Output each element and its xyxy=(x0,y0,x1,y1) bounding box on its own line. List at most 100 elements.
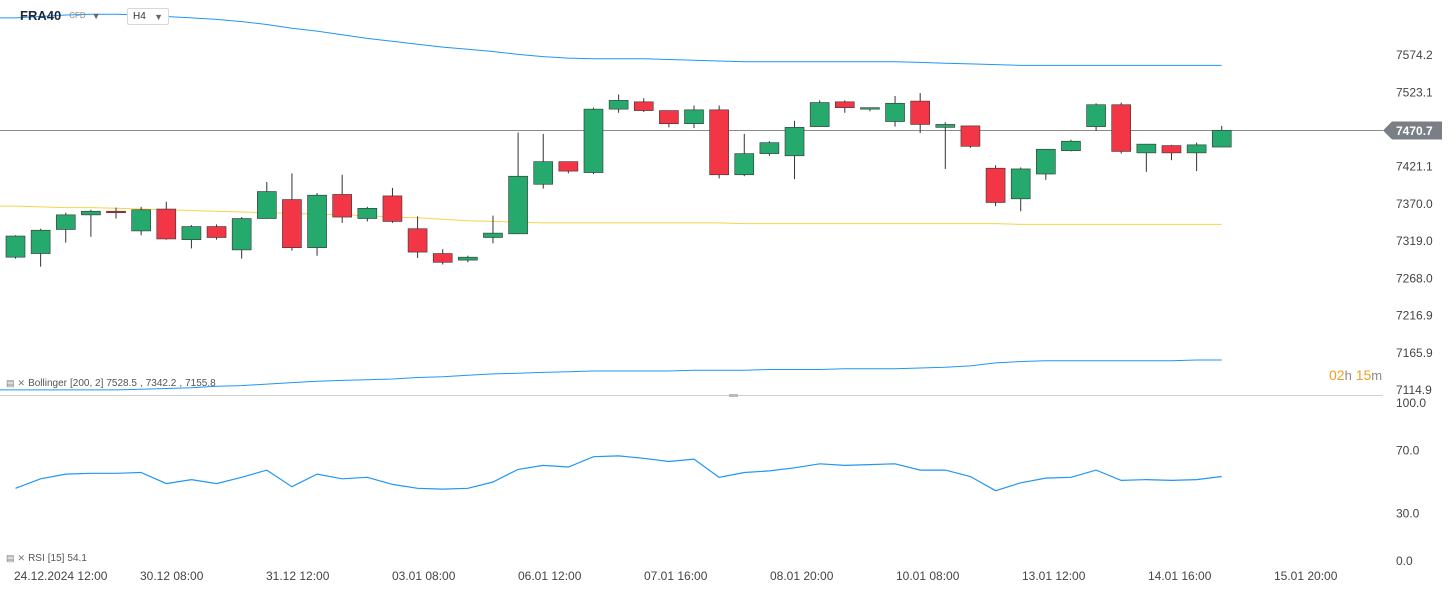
time-axis-label: 15.01 20:00 xyxy=(1274,569,1338,583)
price-axis-label: 7165.9 xyxy=(1396,346,1433,360)
timeframe-select[interactable]: H4 ▼ xyxy=(127,8,169,25)
candle-body-up xyxy=(1086,104,1106,127)
candle xyxy=(809,100,830,127)
candle xyxy=(508,132,528,235)
candle-body-up xyxy=(1211,129,1232,148)
price-axis-label: 7216.9 xyxy=(1396,309,1433,323)
rsi-params: [15] xyxy=(47,553,65,564)
menu-icon[interactable]: ▤ xyxy=(6,553,15,563)
candle xyxy=(106,207,126,219)
candle xyxy=(55,212,76,243)
candle-body-up xyxy=(784,127,805,157)
candle xyxy=(206,224,227,240)
candle xyxy=(910,93,930,134)
candle xyxy=(659,110,679,128)
candle-body-up xyxy=(55,214,76,230)
instrument-header[interactable]: FRA40 CFD ▼ xyxy=(20,8,101,23)
chevron-down-icon: ▼ xyxy=(154,11,163,22)
candle-body-up xyxy=(357,208,378,219)
countdown-hours-unit: h xyxy=(1344,368,1352,383)
countdown-hours: 02 xyxy=(1329,367,1345,383)
instrument-type-badge: CFD xyxy=(69,11,86,20)
close-icon[interactable]: ✕ xyxy=(17,553,26,563)
candle xyxy=(935,122,956,169)
candle-body-up xyxy=(1061,140,1081,151)
candle xyxy=(307,192,327,256)
candle-body-up xyxy=(307,194,327,248)
candle xyxy=(30,228,51,267)
candle-body-up xyxy=(583,108,604,173)
candle xyxy=(583,107,604,175)
candle-body-up xyxy=(533,161,554,185)
instrument-symbol[interactable]: FRA40 xyxy=(20,8,62,23)
candle xyxy=(332,174,352,223)
candle xyxy=(1036,148,1056,180)
time-axis-label: 24.12.2024 12:00 xyxy=(14,569,108,583)
menu-icon[interactable]: ▤ xyxy=(6,378,15,388)
current-price-tag: 7470.7 xyxy=(1383,121,1442,140)
candle xyxy=(1211,125,1232,148)
candle-body-up xyxy=(1036,148,1056,175)
candle-body-down xyxy=(709,109,729,176)
close-icon[interactable]: ✕ xyxy=(17,378,26,388)
bollinger-lower-value: 7155.8 xyxy=(185,378,216,389)
pane-resize-handle xyxy=(729,394,738,397)
candle xyxy=(1161,144,1182,161)
candle-body-up xyxy=(1010,168,1031,200)
bollinger-middle-line xyxy=(0,205,1222,225)
candle xyxy=(1136,143,1157,172)
price-axis-label: 7370.0 xyxy=(1396,197,1433,211)
candle xyxy=(382,187,403,223)
price-axis-label: 7114.9 xyxy=(1396,383,1432,397)
candle-body-down xyxy=(659,110,679,125)
candle-body-up xyxy=(81,210,101,216)
candle-body-down xyxy=(156,208,177,240)
bollinger-middle-value: 7342.2 xyxy=(145,378,177,389)
candle xyxy=(407,216,428,258)
bollinger-legend: ▤ ✕ Bollinger [200, 2] 7528.5, 7342.2, 7… xyxy=(6,378,216,389)
candle xyxy=(860,107,880,112)
countdown-minutes-unit: m xyxy=(1371,368,1383,383)
candle xyxy=(1010,167,1031,212)
candle xyxy=(784,120,805,180)
price-axis-label: 7319.0 xyxy=(1396,234,1433,248)
candle-body-down xyxy=(332,194,352,218)
candle-body-up xyxy=(256,191,277,219)
candle xyxy=(357,206,378,222)
candle xyxy=(558,161,579,174)
timeframe-value: H4 xyxy=(133,11,146,22)
time-axis-label: 07.01 16:00 xyxy=(644,569,708,583)
candle xyxy=(960,125,981,148)
price-axis-label: 7574.2 xyxy=(1396,48,1433,62)
bollinger-params: [200, 2] xyxy=(69,378,104,389)
candle xyxy=(533,133,554,189)
rsi-label: RSI xyxy=(28,553,45,564)
candle-body-down xyxy=(432,253,453,263)
candle xyxy=(432,249,453,265)
candle-body-up xyxy=(483,232,503,238)
candle-body-down xyxy=(985,167,1006,203)
price-axis-label: 7523.1 xyxy=(1396,85,1433,99)
candle xyxy=(483,215,503,244)
candle xyxy=(1111,102,1132,154)
candle-body-up xyxy=(231,218,252,251)
rsi-legend: ▤ ✕ RSI [15] 54.1 xyxy=(6,553,87,564)
time-axis-label: 30.12 08:00 xyxy=(140,569,204,583)
chevron-down-icon[interactable]: ▼ xyxy=(91,10,101,21)
candle-body-up xyxy=(759,142,780,154)
time-axis-label: 14.01 16:00 xyxy=(1148,569,1212,583)
candle-body-up xyxy=(508,175,528,235)
candle-body-down xyxy=(960,125,981,147)
rsi-axis-label: 0.0 xyxy=(1396,554,1413,568)
candle-body-up xyxy=(608,100,629,110)
time-axis-label: 08.01 20:00 xyxy=(770,569,834,583)
candle xyxy=(885,95,905,127)
candle-body-up xyxy=(935,124,956,128)
candle-body-up xyxy=(458,256,478,261)
candle-body-down xyxy=(407,228,428,253)
rsi-axis-label: 100.0 xyxy=(1396,396,1426,410)
candle-body-up xyxy=(5,235,26,258)
candle xyxy=(834,100,855,113)
candle-body-up xyxy=(734,153,755,176)
